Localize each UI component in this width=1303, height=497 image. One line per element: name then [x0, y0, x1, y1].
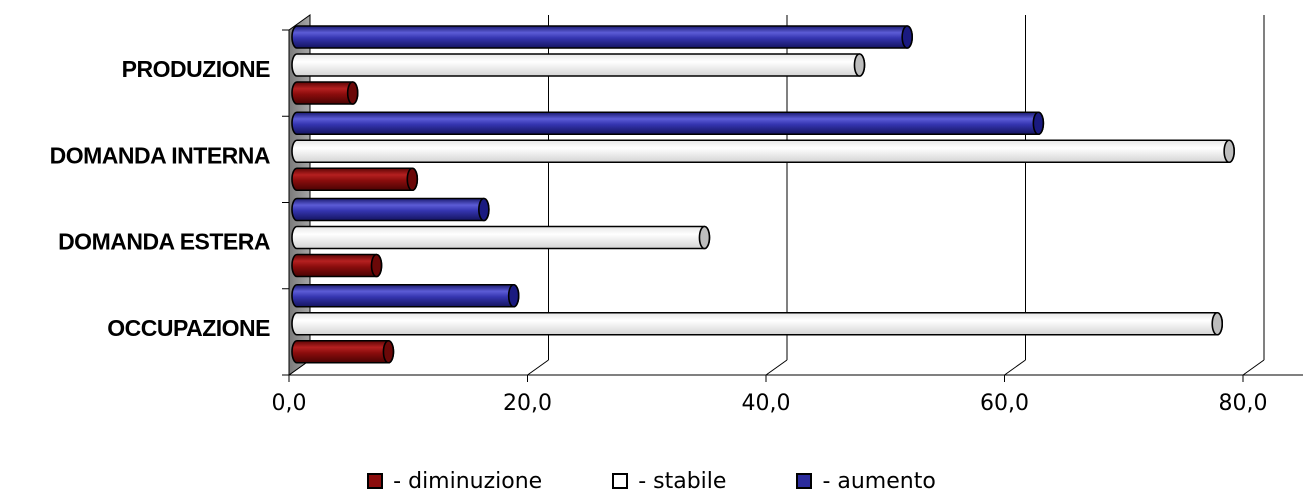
bar-2-1 — [291, 111, 1045, 136]
bar-0-2 — [291, 253, 383, 278]
floor-tick-line-2 — [765, 359, 788, 376]
bar-cap — [346, 81, 359, 105]
bar-cap — [853, 53, 866, 77]
bar-body — [291, 283, 520, 308]
bar-cap — [382, 339, 395, 364]
bar-1-3 — [291, 311, 1224, 336]
legend-label-diminuzione: - diminuzione — [393, 468, 543, 494]
bar-1-1 — [291, 139, 1235, 164]
bar-body — [291, 311, 1223, 336]
x-tick-label-1: 20,0 — [503, 391, 552, 416]
legend-item-stabile: - stabile — [612, 469, 726, 494]
bar-0-0 — [291, 81, 359, 105]
category-label-2: DOMANDA ESTERA — [58, 229, 270, 255]
bar-body — [291, 167, 419, 192]
bar-chart: PRODUZIONE DOMANDA INTERNA DOMANDA ESTERA O… — [50, 14, 1303, 416]
bar-cap — [1223, 139, 1235, 164]
bar-body — [291, 53, 866, 77]
bar-cap — [478, 197, 490, 222]
legend-swatch-diminuzione — [367, 473, 384, 489]
category-label-3: OCCUPAZIONE — [107, 315, 270, 341]
bar-body — [291, 25, 913, 49]
bar-cap — [507, 283, 520, 308]
bar-cap — [698, 225, 711, 250]
legend-label-aumento: - aumento — [822, 468, 936, 494]
legend: - diminuzione - stabile - aumento — [0, 466, 1303, 496]
legend-label-stabile: - stabile — [638, 468, 727, 494]
bar-cap — [1032, 111, 1045, 136]
legend-item-aumento: - aumento — [796, 468, 936, 494]
category-labels: PRODUZIONE DOMANDA INTERNA DOMANDA ESTERA O… — [50, 56, 271, 341]
legend-swatch-aumento — [796, 473, 813, 489]
bar-1-2 — [291, 225, 711, 250]
x-tick-label-4: 80,0 — [1219, 391, 1268, 416]
floor-tick-line-1 — [527, 359, 549, 376]
bar-1-0 — [291, 53, 866, 77]
bar-cap — [406, 167, 419, 192]
bar-cap — [370, 253, 383, 278]
bar-0-1 — [291, 167, 419, 192]
bar-body — [291, 253, 383, 278]
x-tick-label-0: 0,0 — [272, 391, 307, 416]
bar-body — [291, 197, 490, 222]
bar-body — [291, 225, 711, 250]
bar-body — [291, 111, 1045, 136]
x-tick-labels: 0,0 20,0 40,0 60,0 80,0 — [272, 391, 1268, 416]
bar-cap — [901, 25, 913, 49]
bar-body — [291, 139, 1235, 164]
x-tick-label-2: 40,0 — [742, 391, 791, 416]
bar-cap — [1211, 311, 1224, 336]
x-tick-label-3: 60,0 — [980, 391, 1029, 416]
bar-body — [291, 339, 395, 364]
bar-0-3 — [291, 339, 395, 364]
legend-item-diminuzione: - diminuzione — [367, 469, 542, 494]
bar-2-2 — [291, 197, 490, 222]
bars — [291, 25, 1235, 364]
axes — [282, 29, 1303, 382]
floor-tick-line-3 — [1004, 359, 1026, 376]
bar-2-0 — [291, 25, 913, 49]
bar-2-3 — [291, 283, 520, 308]
category-label-0: PRODUZIONE — [122, 56, 271, 82]
legend-swatch-stabile — [612, 473, 629, 489]
floor-tick-line-4 — [1242, 359, 1265, 376]
category-label-1: DOMANDA INTERNA — [50, 142, 270, 168]
